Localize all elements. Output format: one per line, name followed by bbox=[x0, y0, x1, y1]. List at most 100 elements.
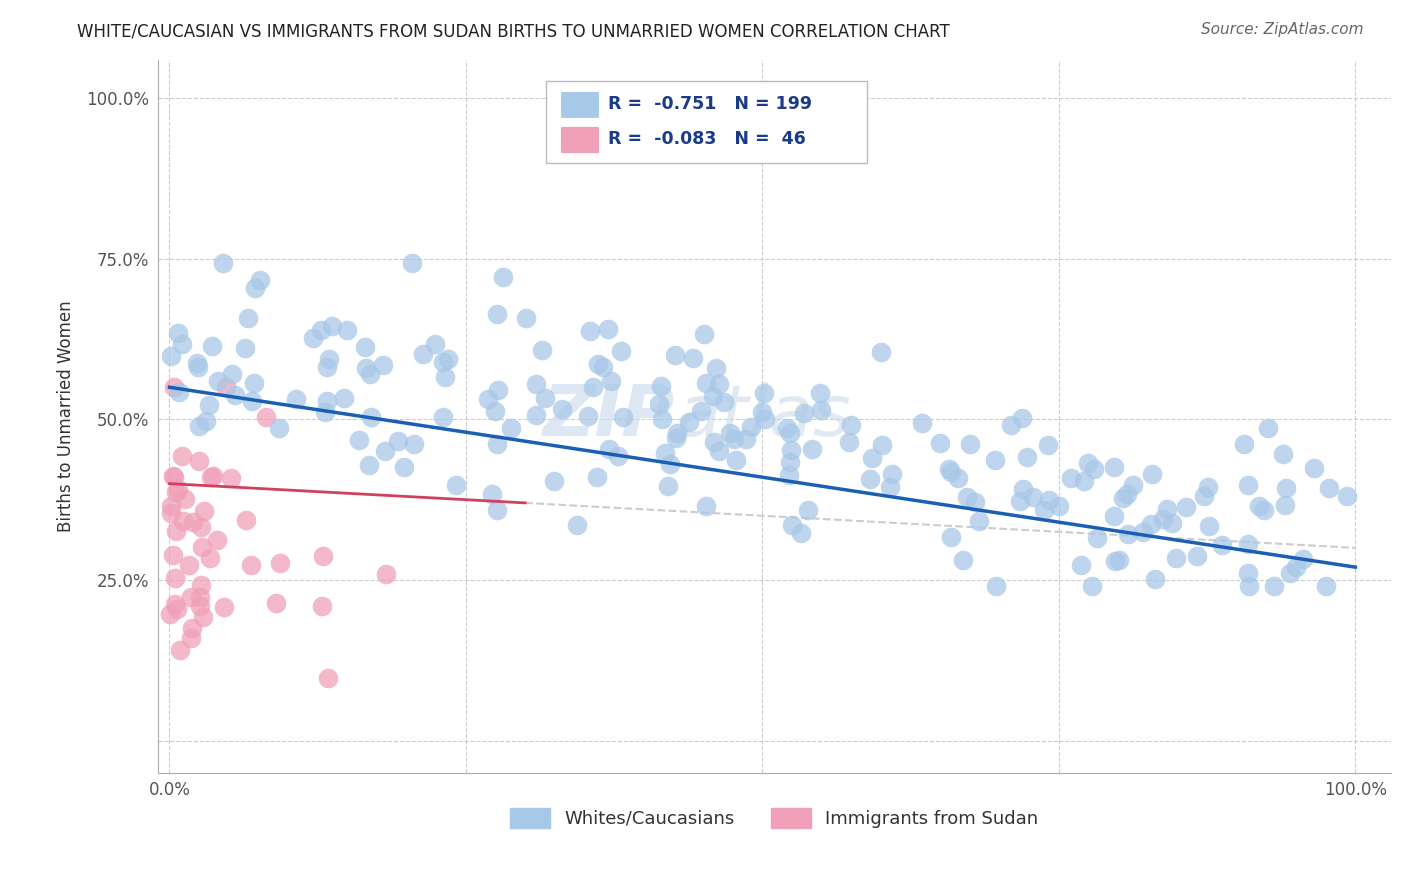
Point bbox=[678, 415, 700, 429]
Point bbox=[780, 517, 803, 532]
Point bbox=[374, 443, 396, 458]
Point bbox=[254, 410, 277, 425]
Point bbox=[1017, 450, 1039, 464]
Point bbox=[198, 550, 221, 565]
Point bbox=[312, 549, 335, 563]
Point bbox=[800, 442, 823, 456]
Point bbox=[357, 458, 380, 472]
Point bbox=[249, 273, 271, 287]
Point bbox=[576, 409, 599, 424]
Point bbox=[1038, 438, 1060, 452]
Point bbox=[702, 389, 724, 403]
Point bbox=[1272, 447, 1295, 461]
Point bbox=[321, 319, 343, 334]
Point bbox=[160, 500, 183, 514]
Point bbox=[963, 495, 986, 509]
Point bbox=[501, 420, 523, 434]
Point bbox=[267, 421, 290, 435]
Point bbox=[703, 434, 725, 449]
Point bbox=[1161, 516, 1184, 531]
Point bbox=[264, 596, 287, 610]
Point bbox=[1140, 467, 1163, 481]
Point bbox=[1116, 526, 1139, 541]
Point bbox=[860, 450, 883, 465]
Point bbox=[1198, 519, 1220, 533]
Point bbox=[191, 609, 214, 624]
Point bbox=[167, 385, 190, 400]
Point bbox=[650, 379, 672, 393]
Point bbox=[207, 374, 229, 388]
Point bbox=[172, 450, 194, 464]
Point bbox=[1038, 493, 1060, 508]
Point bbox=[1279, 566, 1302, 580]
Point bbox=[173, 492, 195, 507]
Point bbox=[193, 504, 215, 518]
Point bbox=[404, 437, 426, 451]
Point bbox=[929, 435, 952, 450]
Point bbox=[1152, 512, 1174, 526]
Point bbox=[211, 256, 233, 270]
Point bbox=[180, 631, 202, 645]
Text: R =  -0.751   N = 199: R = -0.751 N = 199 bbox=[607, 95, 811, 112]
Point bbox=[1211, 538, 1233, 552]
Point bbox=[314, 404, 336, 418]
Point bbox=[695, 499, 717, 513]
Point bbox=[1032, 502, 1054, 516]
Point bbox=[1197, 480, 1219, 494]
Point bbox=[1156, 502, 1178, 516]
Point bbox=[650, 412, 672, 426]
Point bbox=[582, 380, 605, 394]
Point bbox=[551, 401, 574, 416]
Point bbox=[477, 392, 499, 406]
Point bbox=[1233, 437, 1256, 451]
Point bbox=[434, 370, 457, 384]
Point bbox=[879, 480, 901, 494]
Point bbox=[607, 449, 630, 463]
Point bbox=[1073, 474, 1095, 488]
Point bbox=[524, 409, 547, 423]
Point bbox=[1081, 579, 1104, 593]
Point bbox=[240, 558, 263, 573]
Point bbox=[186, 356, 208, 370]
Point bbox=[682, 351, 704, 366]
Point bbox=[734, 432, 756, 446]
Point bbox=[221, 367, 243, 381]
Point bbox=[198, 398, 221, 412]
Point bbox=[565, 517, 588, 532]
Point bbox=[202, 468, 225, 483]
Point bbox=[1104, 554, 1126, 568]
Point bbox=[543, 475, 565, 489]
Point bbox=[166, 602, 188, 616]
Point bbox=[530, 343, 553, 357]
Point bbox=[191, 540, 214, 554]
Point bbox=[1263, 579, 1285, 593]
Point bbox=[1274, 498, 1296, 512]
Point bbox=[387, 434, 409, 448]
Point bbox=[984, 579, 1007, 593]
Point bbox=[882, 467, 904, 482]
Point bbox=[316, 394, 339, 409]
Point bbox=[869, 345, 891, 359]
Legend: Whites/Caucasians, Immigrants from Sudan: Whites/Caucasians, Immigrants from Sudan bbox=[503, 801, 1046, 835]
Point bbox=[579, 324, 602, 338]
Point bbox=[165, 571, 187, 585]
Point bbox=[592, 359, 614, 374]
Point bbox=[752, 385, 775, 400]
Point bbox=[160, 349, 183, 363]
Point bbox=[515, 311, 537, 326]
Point bbox=[1253, 502, 1275, 516]
Point bbox=[163, 469, 186, 483]
Point bbox=[657, 478, 679, 492]
Point bbox=[1275, 481, 1298, 495]
Point bbox=[612, 410, 634, 425]
Point bbox=[724, 453, 747, 467]
Text: atlas: atlas bbox=[676, 382, 851, 450]
Point bbox=[1011, 482, 1033, 496]
Point bbox=[188, 453, 211, 467]
Point bbox=[486, 437, 509, 451]
Point bbox=[492, 269, 515, 284]
Point bbox=[596, 322, 619, 336]
Point bbox=[359, 367, 381, 381]
Point bbox=[1315, 579, 1337, 593]
Point bbox=[360, 409, 382, 424]
